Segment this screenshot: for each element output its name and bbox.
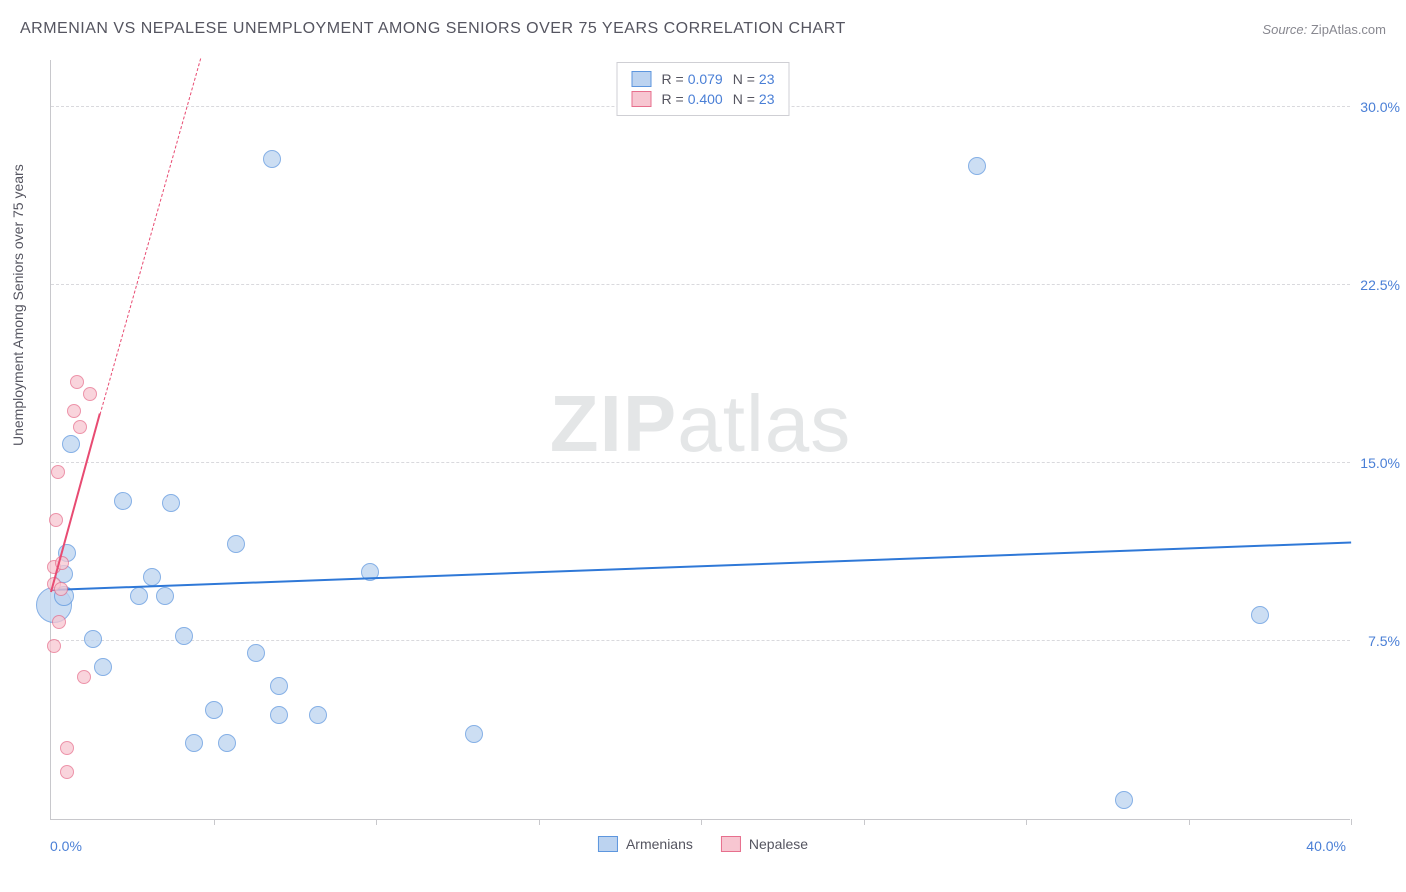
data-point[interactable] [162, 494, 180, 512]
source-attribution: Source: ZipAtlas.com [1262, 22, 1386, 37]
data-point[interactable] [175, 627, 193, 645]
x-tick [539, 819, 540, 825]
gridline [51, 640, 1350, 641]
data-point[interactable] [247, 644, 265, 662]
legend-stats-row-0: R =0.079 N =23 [632, 69, 775, 89]
data-point[interactable] [77, 670, 91, 684]
legend-r-0: R =0.079 [662, 71, 723, 87]
x-axis-min-label: 0.0% [50, 838, 82, 854]
legend-series-swatch-armenians [598, 836, 618, 852]
x-tick [376, 819, 377, 825]
data-point[interactable] [227, 535, 245, 553]
data-point[interactable] [83, 387, 97, 401]
legend-series: Armenians Nepalese [598, 836, 808, 852]
data-point[interactable] [73, 420, 87, 434]
data-point[interactable] [270, 677, 288, 695]
data-point[interactable] [94, 658, 112, 676]
x-tick [1026, 819, 1027, 825]
data-point[interactable] [1251, 606, 1269, 624]
data-point[interactable] [60, 765, 74, 779]
x-tick [1189, 819, 1190, 825]
data-point[interactable] [84, 630, 102, 648]
source-label: Source: [1262, 22, 1307, 37]
data-point[interactable] [968, 157, 986, 175]
data-point[interactable] [114, 492, 132, 510]
watermark: ZIPatlas [550, 378, 851, 470]
watermark-bold: ZIP [550, 379, 677, 468]
legend-stats-row-1: R =0.400 N =23 [632, 89, 775, 109]
data-point[interactable] [156, 587, 174, 605]
x-tick [214, 819, 215, 825]
data-point[interactable] [143, 568, 161, 586]
data-point[interactable] [47, 639, 61, 653]
data-point[interactable] [67, 404, 81, 418]
legend-swatch-nepalese [632, 91, 652, 107]
data-point[interactable] [130, 587, 148, 605]
data-point[interactable] [218, 734, 236, 752]
data-point[interactable] [49, 513, 63, 527]
trend-line [99, 58, 201, 415]
x-tick [864, 819, 865, 825]
data-point[interactable] [205, 701, 223, 719]
legend-n-1: N =23 [733, 91, 775, 107]
data-point[interactable] [54, 582, 68, 596]
data-point[interactable] [60, 741, 74, 755]
legend-r-1: R =0.400 [662, 91, 723, 107]
data-point[interactable] [52, 615, 66, 629]
data-point[interactable] [263, 150, 281, 168]
data-point[interactable] [309, 706, 327, 724]
y-tick-label: 22.5% [1360, 277, 1400, 293]
scatter-plot: ZIPatlas 7.5%15.0%22.5%30.0% [50, 60, 1350, 820]
x-tick [1351, 819, 1352, 825]
data-point[interactable] [62, 435, 80, 453]
data-point[interactable] [270, 706, 288, 724]
data-point[interactable] [51, 465, 65, 479]
gridline [51, 284, 1350, 285]
x-axis-max-label: 40.0% [1306, 838, 1346, 854]
legend-swatch-armenians [632, 71, 652, 87]
legend-item-nepalese[interactable]: Nepalese [721, 836, 808, 852]
y-axis-label: Unemployment Among Seniors over 75 years [10, 164, 26, 446]
legend-series-swatch-nepalese [721, 836, 741, 852]
legend-series-label-armenians: Armenians [626, 836, 693, 852]
gridline [51, 462, 1350, 463]
data-point[interactable] [465, 725, 483, 743]
data-point[interactable] [1115, 791, 1133, 809]
legend-series-label-nepalese: Nepalese [749, 836, 808, 852]
trend-line [51, 542, 1351, 591]
legend-item-armenians[interactable]: Armenians [598, 836, 693, 852]
chart-title: ARMENIAN VS NEPALESE UNEMPLOYMENT AMONG … [20, 20, 846, 38]
y-tick-label: 7.5% [1368, 633, 1400, 649]
x-tick [701, 819, 702, 825]
data-point[interactable] [70, 375, 84, 389]
y-tick-label: 15.0% [1360, 455, 1400, 471]
data-point[interactable] [185, 734, 203, 752]
y-tick-label: 30.0% [1360, 99, 1400, 115]
legend-stats: R =0.079 N =23 R =0.400 N =23 [617, 62, 790, 116]
watermark-light: atlas [677, 379, 851, 468]
source-value: ZipAtlas.com [1311, 22, 1386, 37]
legend-n-0: N =23 [733, 71, 775, 87]
